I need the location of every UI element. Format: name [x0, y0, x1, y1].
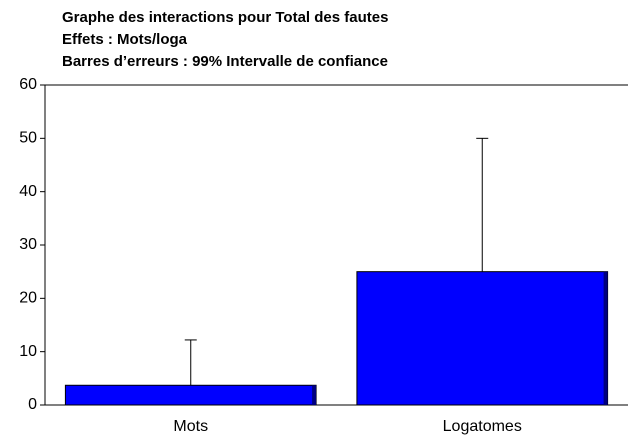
bar-shadow	[312, 385, 317, 405]
y-tick-label: 50	[19, 130, 37, 147]
y-tick-label: 10	[19, 343, 37, 360]
x-tick-label: Mots	[173, 418, 208, 435]
bar	[356, 271, 609, 406]
bar	[64, 384, 317, 406]
bar-shadow	[603, 271, 608, 405]
y-tick-label: 20	[19, 290, 37, 307]
y-tick-label: 30	[19, 236, 37, 253]
x-tick-label: Logatomes	[443, 418, 522, 435]
chart-title: Effets : Mots/loga	[62, 31, 188, 48]
chart-title: Graphe des interactions pour Total des f…	[62, 9, 388, 26]
y-tick-label: 60	[19, 76, 37, 93]
y-tick-label: 40	[19, 183, 37, 200]
y-tick-label: 0	[28, 396, 37, 413]
chart-title: Barres d’erreurs : 99% Intervalle de con…	[62, 53, 388, 70]
